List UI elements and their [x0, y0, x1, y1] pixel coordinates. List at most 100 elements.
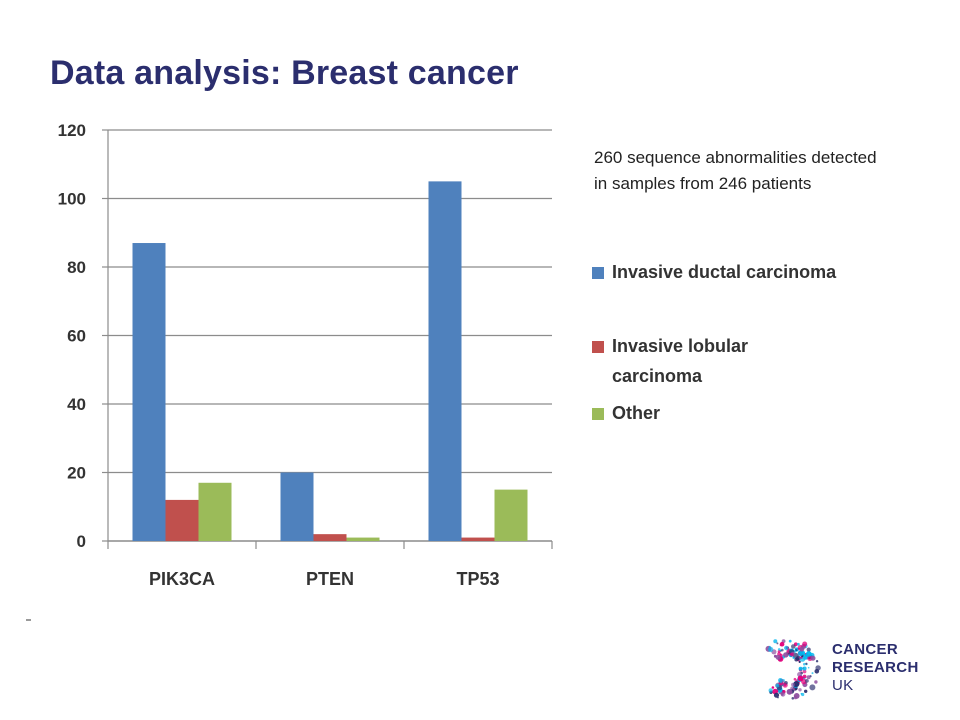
logo-dot — [797, 675, 804, 682]
logo-dot — [793, 695, 798, 700]
logo-dot — [768, 645, 771, 648]
cancer-research-uk-logo[interactable]: CANCER RESEARCH UK — [754, 636, 924, 702]
x-tick-label: PIK3CA — [149, 569, 215, 589]
logo-dot — [801, 692, 805, 697]
legend-swatch — [592, 341, 604, 353]
chart-tick-labels: 0 20 40 60 80 100 120 PIK3CA PTEN TP53 — [58, 121, 500, 589]
logo-dot — [773, 692, 780, 698]
logo-dot — [779, 641, 785, 647]
logo-dot — [791, 644, 796, 649]
bar-pten-series-3 — [346, 537, 380, 541]
logo-dot — [767, 646, 774, 653]
bar-pik3ca-series-2 — [165, 499, 199, 541]
logo-dot — [803, 662, 806, 666]
logo-dot — [794, 685, 796, 688]
chart-bars — [132, 181, 528, 541]
logo-line-1: CANCER — [832, 641, 898, 658]
logo-dot — [815, 665, 821, 671]
logo-dot — [799, 646, 805, 652]
logo-dot — [802, 641, 808, 647]
y-tick-label: 60 — [67, 327, 86, 346]
logo-dot — [784, 645, 789, 651]
y-tick-label: 80 — [67, 258, 86, 277]
logo-dot — [797, 650, 804, 657]
legend-label: Other — [612, 403, 661, 423]
logo-dot — [787, 653, 790, 656]
logo-dot — [793, 677, 797, 681]
y-tick-label: 20 — [67, 464, 86, 483]
bar-pik3ca-series-3 — [198, 482, 232, 541]
logo-dot — [809, 684, 816, 691]
logo-dot — [806, 651, 812, 657]
logo-dot — [794, 657, 799, 662]
logo-dot — [805, 662, 808, 665]
logo-dot — [793, 681, 800, 687]
logo-dot — [791, 682, 795, 687]
logo-wordmark: CANCER RESEARCH UK — [832, 641, 919, 695]
x-tick-label: PTEN — [306, 569, 354, 589]
logo-dot — [792, 656, 795, 659]
y-tick-label: 40 — [67, 395, 86, 414]
logo-dot — [776, 690, 779, 693]
logo-dot — [814, 680, 818, 684]
logo-dots-icon — [765, 639, 821, 700]
logo-dot — [779, 649, 782, 652]
logo-dot — [804, 689, 808, 693]
logo-dot — [783, 683, 787, 687]
logo-dot — [778, 678, 783, 683]
bar-pten-series-2 — [313, 534, 347, 541]
logo-dot — [802, 669, 807, 674]
logo-dot — [797, 642, 800, 646]
logo-dot — [798, 660, 801, 663]
divider-mark — [26, 619, 31, 621]
logo-dot — [815, 660, 819, 663]
legend-label: Invasive lobular carcinoma — [612, 336, 749, 386]
logo-dot — [779, 653, 783, 657]
legend-swatch — [592, 408, 604, 420]
logo-dot — [802, 666, 807, 671]
bar-pik3ca-series-1 — [132, 243, 166, 541]
legend-swatch — [592, 267, 604, 279]
y-tick-label: 120 — [58, 121, 86, 140]
logo-dot — [798, 688, 802, 692]
logo-dot — [811, 672, 814, 675]
logo-dot — [780, 693, 784, 696]
logo-dot — [788, 639, 792, 643]
annotation-text: 260 sequence abnormalities detected in s… — [594, 148, 877, 193]
x-tick-label: TP53 — [456, 569, 499, 589]
logo-dot — [783, 652, 789, 658]
logo-dot — [773, 639, 778, 644]
bar-tp53-series-3 — [494, 489, 528, 541]
y-tick-label: 100 — [58, 190, 86, 209]
logo-dot — [810, 655, 816, 661]
logo-dot — [781, 648, 784, 652]
logo-dot — [802, 674, 807, 679]
logo-dot — [798, 647, 800, 650]
logo-line-2: RESEARCH — [832, 659, 919, 676]
logo-dot — [775, 683, 780, 688]
logo-dot — [806, 647, 811, 652]
chart-gridlines — [108, 129, 552, 474]
logo-dot — [775, 654, 781, 660]
page-title: Data analysis: Breast cancer — [50, 54, 519, 92]
bar-tp53-series-1 — [428, 181, 462, 541]
logo-dot — [798, 666, 803, 671]
logo-dot — [791, 697, 795, 700]
logo-dot — [805, 679, 809, 683]
logo-dot — [768, 688, 773, 693]
bar-pten-series-1 — [280, 472, 314, 541]
logo-dot — [777, 650, 781, 653]
logo-dot — [789, 652, 794, 657]
legend-label: Invasive ductal carcinoma — [612, 262, 837, 282]
chart-axes — [102, 129, 553, 549]
bar-tp53-series-2 — [461, 537, 495, 541]
logo-dot — [800, 656, 803, 659]
y-tick-label: 0 — [77, 532, 86, 551]
logo-dot — [786, 688, 793, 695]
logo-dot — [771, 686, 775, 689]
logo-line-3: UK — [832, 677, 854, 694]
logo-dot — [776, 642, 779, 645]
logo-dot — [806, 675, 811, 680]
logo-dot — [807, 666, 810, 669]
